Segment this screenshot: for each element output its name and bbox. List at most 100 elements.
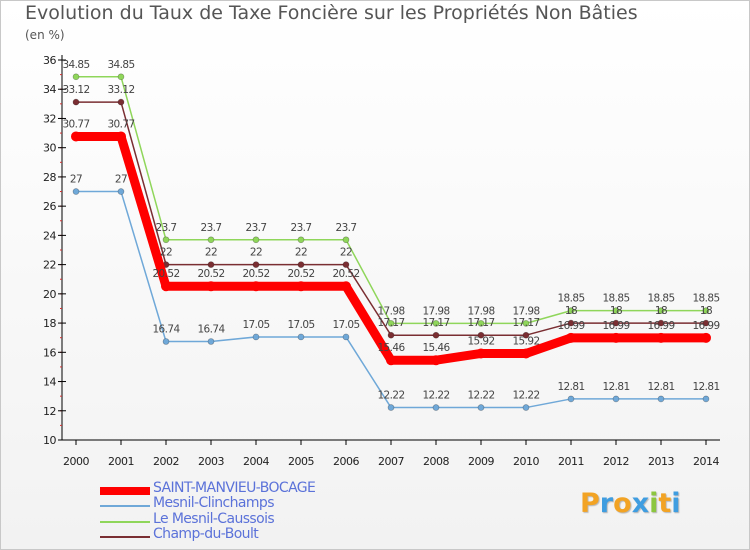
data-point — [612, 319, 620, 327]
data-point — [657, 395, 665, 403]
data-point — [612, 395, 620, 403]
data-label: 22 — [205, 247, 217, 259]
data-point — [702, 307, 710, 314]
data-point — [432, 320, 440, 327]
data-label: 18.85 — [692, 293, 719, 305]
data-label: 22 — [340, 247, 352, 259]
legend-label: Champ-du-Boult — [153, 526, 259, 542]
data-point — [566, 332, 576, 343]
data-point — [476, 348, 486, 359]
logo-letter: i — [671, 488, 681, 519]
logo-letter: t — [658, 488, 672, 519]
y-axis-unit-label: (en %) — [25, 28, 65, 42]
data-label: 12.22 — [467, 390, 494, 402]
data-label: 17.05 — [242, 319, 269, 331]
logo-letter: o — [613, 488, 632, 519]
logo-letter: P — [580, 488, 600, 519]
data-label: 33.12 — [107, 84, 134, 96]
data-point — [117, 98, 125, 106]
x-tick-label: 2010 — [513, 455, 539, 468]
data-label: 17.17 — [512, 317, 539, 329]
legend-item-saint-manvieu-bocage: SAINT-MANVIEU-BOCAGE — [100, 480, 400, 497]
data-point — [252, 333, 260, 341]
data-label: 22 — [250, 247, 262, 259]
x-tick-label: 2008 — [423, 455, 449, 468]
data-point — [206, 281, 216, 292]
data-point — [432, 331, 440, 339]
data-point — [342, 261, 350, 268]
data-label: 23.7 — [336, 222, 357, 234]
data-label: 34.85 — [62, 59, 89, 71]
y-tick-label: 18 — [43, 317, 56, 330]
data-point — [432, 404, 440, 411]
data-point — [117, 188, 125, 195]
x-tick-label: 2012 — [603, 455, 629, 468]
y-tick-label: 30 — [43, 142, 56, 155]
data-label: 27 — [115, 174, 127, 186]
data-point — [701, 332, 711, 343]
data-point — [342, 333, 350, 341]
data-point — [522, 404, 530, 411]
data-point — [72, 98, 80, 106]
data-point — [657, 307, 665, 314]
data-label: 20.52 — [287, 268, 314, 280]
data-point — [477, 331, 485, 339]
data-point — [386, 355, 396, 366]
legend-label: SAINT-MANVIEU-BOCAGE — [153, 480, 316, 496]
x-tick-label: 2009 — [468, 455, 494, 468]
x-tick-label: 2005 — [288, 455, 314, 468]
data-label: 17.98 — [422, 305, 449, 317]
data-label: 20.52 — [152, 268, 179, 280]
data-label: 12.81 — [647, 381, 674, 393]
data-point — [702, 319, 710, 327]
x-tick-label: 2011 — [558, 455, 584, 468]
legend-swatch-champ-du-boult — [100, 536, 150, 538]
y-tick-label: 10 — [43, 434, 56, 447]
legend-swatch-le-mesnil-caussois — [100, 521, 150, 523]
data-point — [162, 236, 170, 244]
data-label: 20.52 — [332, 268, 359, 280]
data-label: 17.05 — [287, 319, 314, 331]
x-tick-label: 2002 — [153, 455, 179, 468]
data-point — [387, 331, 395, 339]
data-label: 18 — [565, 305, 577, 317]
data-point — [702, 395, 710, 403]
data-point — [567, 395, 575, 403]
data-point — [522, 331, 530, 339]
data-label: 16.99 — [647, 320, 674, 332]
data-label: 33.12 — [62, 84, 89, 96]
data-point — [162, 338, 170, 345]
x-tick-label: 2007 — [378, 455, 404, 468]
legend-item-mesnil-clinchamps: Mesnil-Clinchamps — [100, 495, 400, 512]
y-tick-label: 24 — [43, 229, 56, 242]
data-point — [117, 73, 125, 81]
y-tick-label: 12 — [43, 405, 56, 418]
data-label: 12.81 — [557, 381, 584, 393]
data-point — [477, 320, 485, 327]
data-label: 23.7 — [246, 222, 267, 234]
data-label: 15.46 — [377, 342, 405, 354]
x-tick-label: 2004 — [243, 455, 269, 468]
data-label: 18 — [610, 305, 622, 317]
legend-label: Mesnil-Clinchamps — [153, 495, 274, 511]
logo-letter: i — [649, 488, 659, 519]
data-point — [477, 404, 485, 411]
x-tick-label: 2000 — [63, 455, 89, 468]
data-label: 12.81 — [692, 381, 719, 393]
data-label: 18 — [655, 305, 667, 317]
data-label: 12.22 — [512, 390, 539, 402]
data-label: 23.7 — [156, 222, 177, 234]
data-point — [567, 319, 575, 327]
data-label: 30.77 — [107, 118, 134, 130]
x-tick-label: 2006 — [333, 455, 359, 468]
data-label: 18.85 — [557, 293, 584, 305]
data-label: 17.98 — [512, 305, 539, 317]
data-point — [656, 332, 666, 343]
data-label: 12.22 — [422, 390, 449, 402]
legend-item-le-mesnil-caussois: Le Mesnil-Caussois — [100, 511, 400, 528]
x-tick-label: 2003 — [198, 455, 224, 468]
data-label: 16.99 — [602, 320, 629, 332]
data-point — [252, 261, 260, 268]
data-label: 22 — [160, 247, 172, 259]
